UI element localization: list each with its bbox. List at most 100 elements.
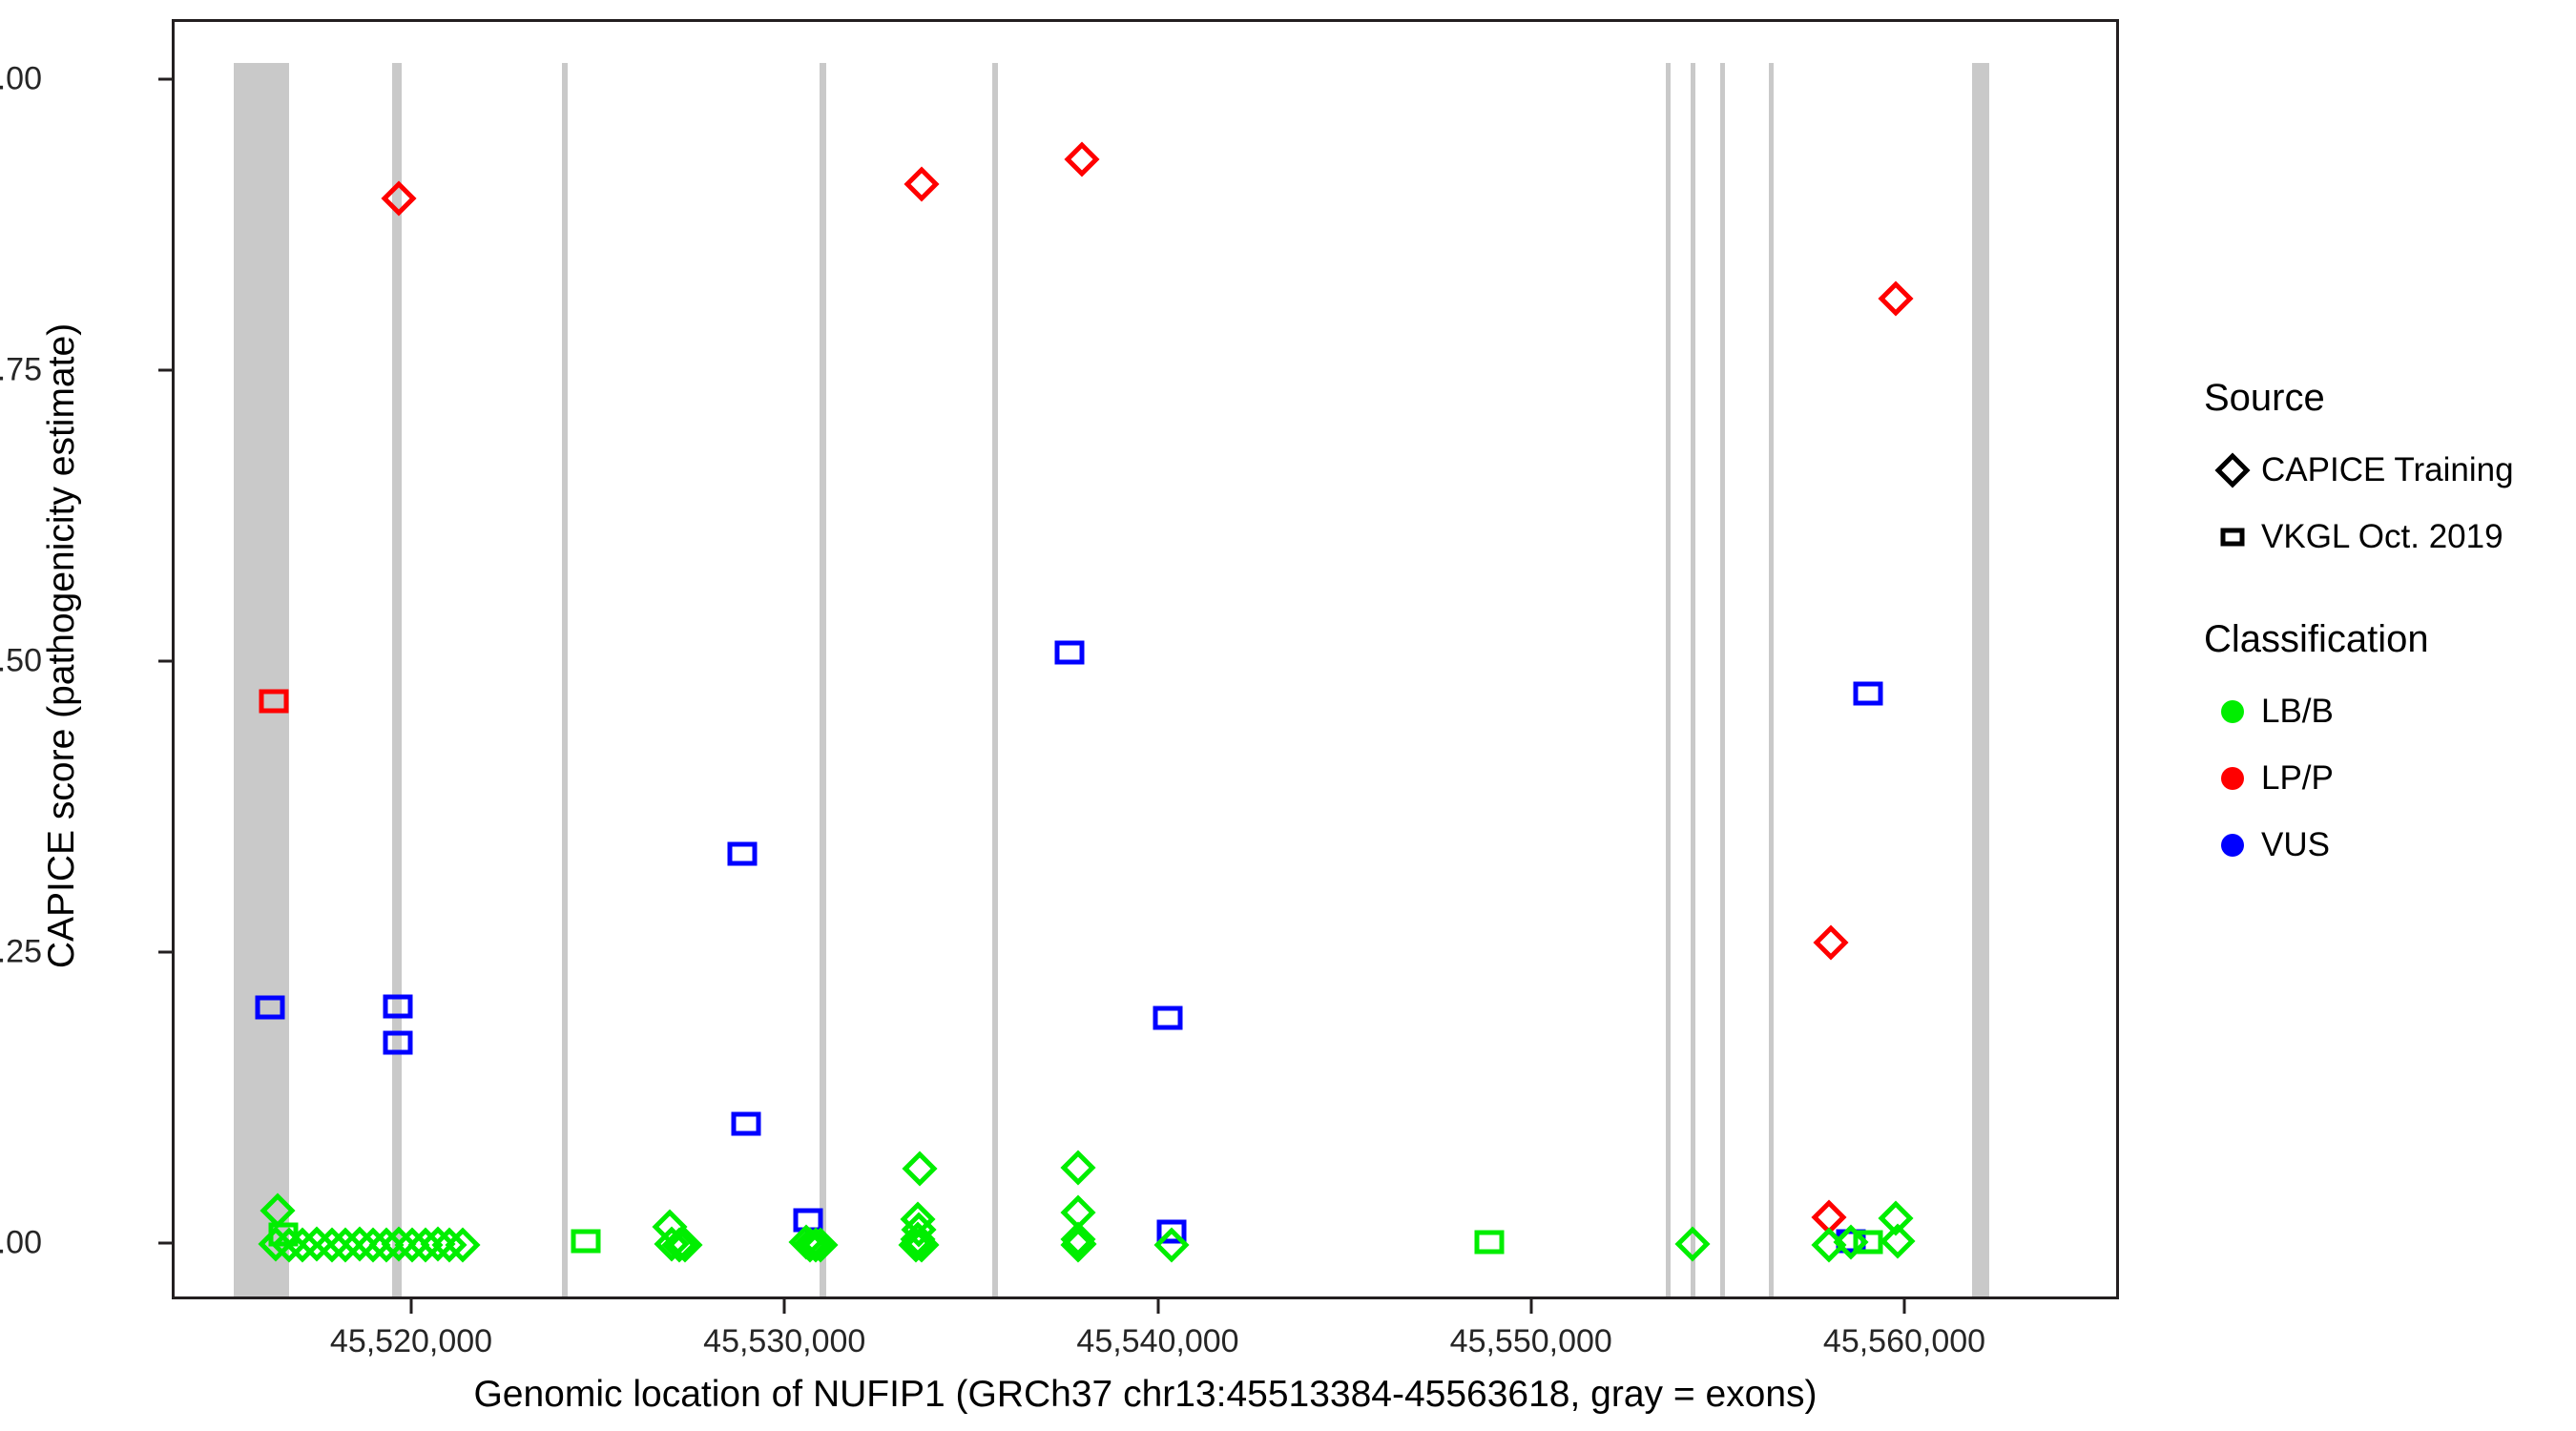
exon-band — [1719, 63, 1726, 1296]
data-point — [1880, 1223, 1916, 1259]
data-point — [407, 1227, 444, 1263]
circle-marker-icon — [2204, 764, 2261, 793]
data-point — [661, 1227, 697, 1263]
y-tick-label: 0.50 — [0, 642, 42, 679]
data-point — [1060, 1227, 1096, 1263]
legend-group-classification: LB/B LP/P VUS — [2204, 678, 2566, 879]
data-point — [314, 1227, 350, 1263]
y-tick-label: 0.75 — [0, 351, 42, 388]
data-point — [898, 1227, 934, 1263]
circle-marker-icon — [2204, 697, 2261, 726]
data-point — [900, 1221, 936, 1257]
data-point — [902, 1226, 939, 1262]
data-point — [1813, 924, 1849, 961]
chart-legend: Source CAPICE Training VKGL Oct. 2019 Cla… — [2204, 377, 2566, 879]
x-tick-mark — [1529, 1299, 1533, 1314]
exon-band — [992, 63, 998, 1296]
data-point — [901, 1212, 937, 1248]
data-point — [327, 1227, 364, 1263]
data-point — [1152, 1002, 1184, 1034]
data-point — [798, 1227, 834, 1263]
data-point — [431, 1227, 467, 1263]
data-point — [1061, 1226, 1097, 1262]
legend-label: LB/B — [2261, 693, 2334, 730]
x-tick-label: 45,520,000 — [329, 1323, 493, 1359]
data-point — [1060, 1150, 1096, 1186]
legend-title-source: Source — [2204, 377, 2325, 419]
data-point — [355, 1227, 391, 1263]
data-point — [1811, 1227, 1847, 1263]
legend-item-classification[interactable]: VUS — [2204, 812, 2566, 879]
exon-band — [820, 63, 827, 1296]
data-point — [1878, 1200, 1914, 1236]
y-tick-label: 0.25 — [0, 933, 42, 970]
data-point — [904, 1227, 940, 1263]
data-point — [1064, 140, 1100, 177]
exon-band — [1665, 63, 1671, 1296]
data-point — [1833, 1224, 1869, 1260]
data-point — [667, 1227, 703, 1263]
data-point — [788, 1224, 824, 1260]
y-tick-mark — [158, 368, 172, 372]
exon-band — [1690, 63, 1695, 1296]
data-point — [1053, 636, 1086, 669]
legend-label: LP/P — [2261, 759, 2334, 797]
exon-band — [391, 63, 402, 1296]
plot-panel — [172, 19, 2119, 1299]
data-point — [1835, 1225, 1867, 1257]
exon-band — [1768, 63, 1774, 1296]
data-point — [652, 1209, 688, 1246]
x-tick-label: 45,560,000 — [1822, 1323, 1986, 1359]
data-point — [342, 1226, 378, 1262]
legend-item-source[interactable]: CAPICE Training — [2204, 437, 2566, 504]
data-point — [1155, 1215, 1188, 1248]
legend-item-source[interactable]: VKGL Oct. 2019 — [2204, 504, 2566, 570]
legend-group-source: CAPICE Training VKGL Oct. 2019 — [2204, 437, 2566, 570]
legend-item-classification[interactable]: LP/P — [2204, 745, 2566, 812]
exon-band — [234, 63, 289, 1296]
y-tick-label: 1.00 — [0, 60, 42, 97]
data-point — [1060, 1194, 1096, 1231]
y-tick-mark — [158, 950, 172, 954]
data-point — [902, 1151, 938, 1188]
circle-marker-icon — [2204, 831, 2261, 860]
x-tick-label: 45,550,000 — [1449, 1323, 1612, 1359]
data-point — [445, 1227, 481, 1263]
y-tick-mark — [158, 77, 172, 81]
square-marker-icon — [2204, 524, 2261, 550]
exon-band — [562, 63, 569, 1296]
data-point — [1878, 280, 1914, 317]
data-point — [1060, 1221, 1096, 1257]
legend-label: VUS — [2261, 826, 2330, 863]
x-tick-mark — [782, 1299, 786, 1314]
x-axis-title: Genomic location of NUFIP1 (GRCh37 chr13… — [473, 1374, 1818, 1415]
data-point — [904, 166, 940, 202]
data-point — [1852, 677, 1884, 710]
data-point — [726, 838, 758, 870]
data-point — [654, 1226, 690, 1262]
data-point — [420, 1226, 456, 1262]
data-point — [299, 1226, 335, 1262]
y-tick-label: 0.00 — [0, 1224, 42, 1261]
data-point — [1153, 1227, 1190, 1263]
x-tick-mark — [1902, 1299, 1906, 1314]
y-tick-mark — [158, 1241, 172, 1245]
data-point — [1811, 1198, 1847, 1235]
diamond-marker-icon — [2204, 452, 2261, 488]
legend-label: CAPICE Training — [2261, 451, 2514, 488]
data-point — [1852, 1226, 1884, 1258]
legend-item-classification[interactable]: LB/B — [2204, 678, 2566, 745]
data-point — [1473, 1226, 1506, 1258]
x-tick-mark — [409, 1299, 413, 1314]
legend-label: VKGL Oct. 2019 — [2261, 518, 2503, 555]
x-tick-label: 45,530,000 — [703, 1323, 866, 1359]
legend-title-classification: Classification — [2204, 618, 2429, 660]
data-point — [900, 1201, 936, 1237]
data-point — [730, 1108, 762, 1140]
plot-area — [175, 22, 2116, 1296]
data-point — [570, 1225, 602, 1257]
y-axis-title: CAPICE score (pathogenicity estimate) — [41, 322, 82, 969]
y-tick-mark — [158, 659, 172, 663]
exon-band — [1972, 63, 1989, 1296]
